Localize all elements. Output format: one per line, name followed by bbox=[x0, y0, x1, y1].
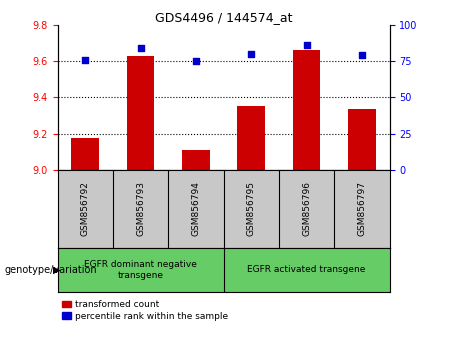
Point bbox=[137, 45, 144, 51]
Bar bbox=[71, 138, 99, 170]
Bar bbox=[182, 150, 210, 170]
Bar bbox=[348, 109, 376, 170]
Text: GSM856793: GSM856793 bbox=[136, 181, 145, 236]
Point bbox=[358, 52, 366, 58]
Point bbox=[248, 51, 255, 57]
Text: genotype/variation: genotype/variation bbox=[5, 265, 97, 275]
Bar bbox=[127, 56, 154, 170]
Bar bbox=[237, 107, 265, 170]
Text: GSM856794: GSM856794 bbox=[191, 181, 201, 236]
Text: GSM856796: GSM856796 bbox=[302, 181, 311, 236]
Text: EGFR activated transgene: EGFR activated transgene bbox=[248, 266, 366, 274]
Text: GSM856792: GSM856792 bbox=[81, 181, 90, 236]
Point bbox=[82, 57, 89, 62]
Point bbox=[303, 42, 310, 48]
Text: EGFR dominant negative
transgene: EGFR dominant negative transgene bbox=[84, 260, 197, 280]
Text: GSM856797: GSM856797 bbox=[357, 181, 366, 236]
Text: GSM856795: GSM856795 bbox=[247, 181, 256, 236]
Bar bbox=[293, 50, 320, 170]
Title: GDS4496 / 144574_at: GDS4496 / 144574_at bbox=[155, 11, 292, 24]
Text: ▶: ▶ bbox=[53, 265, 60, 275]
Legend: transformed count, percentile rank within the sample: transformed count, percentile rank withi… bbox=[62, 300, 228, 321]
Point bbox=[192, 58, 200, 64]
